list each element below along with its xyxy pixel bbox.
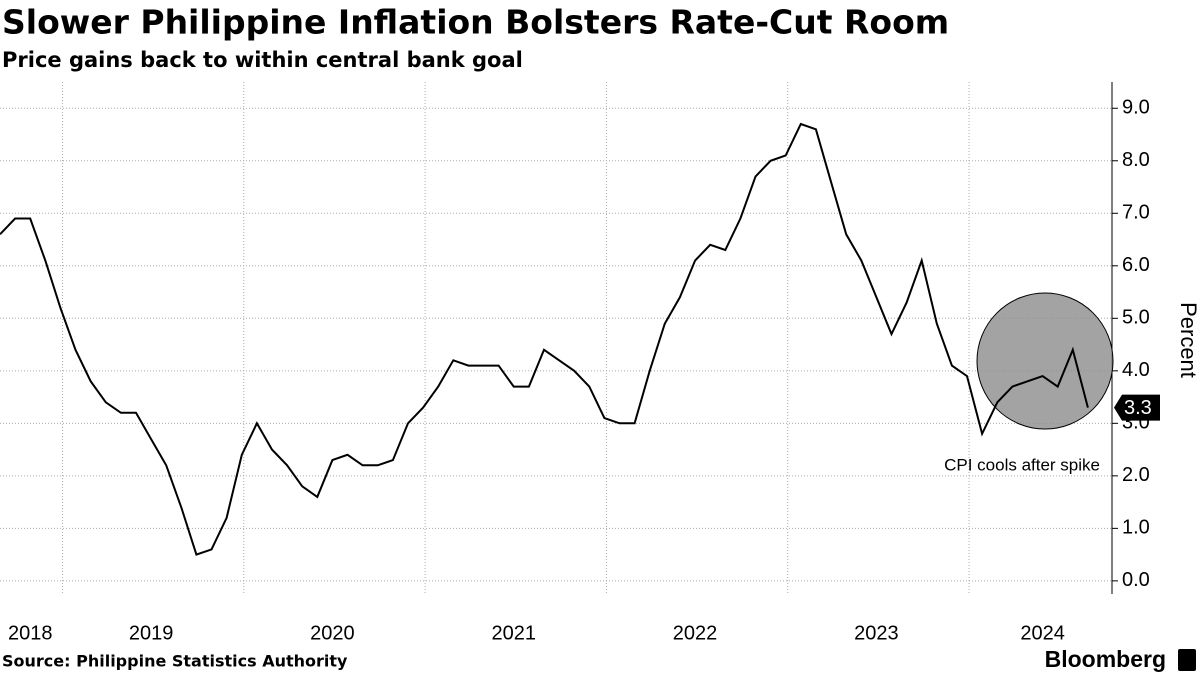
logo-icon: [1178, 649, 1196, 671]
plot: 3.3: [0, 122, 1160, 556]
data-line: [0, 122, 1089, 556]
x-tick-label: 2020: [310, 622, 355, 644]
source: Source: Philippine Statistics Authority: [2, 652, 348, 671]
x-tick-label: 2024: [1020, 622, 1065, 644]
y-tick-label: 0.0: [1122, 569, 1150, 591]
highlight-circle: [976, 292, 1114, 430]
annotation: CPI cools after spike: [944, 455, 1100, 474]
y-tick-label: 9.0: [1122, 97, 1150, 119]
y-tick-label: 8.0: [1122, 149, 1150, 171]
x-tick-label: 2019: [129, 622, 174, 644]
y-tick-label: 7.0: [1122, 202, 1150, 224]
chart-subtitle: Price gains back to within central bank …: [2, 48, 523, 72]
x-tick-label: 2018: [8, 622, 53, 644]
y-tick-label: 2.0: [1122, 464, 1150, 486]
last-value-label: 3.3: [1124, 397, 1152, 419]
y-tick-label: 5.0: [1122, 307, 1150, 329]
y-tick-label: 6.0: [1122, 254, 1150, 276]
logo: Bloomberg: [1045, 646, 1166, 672]
x-tick-label: 2021: [491, 622, 536, 644]
y-tick-label: 1.0: [1122, 517, 1150, 539]
x-tick-label: 2022: [673, 622, 718, 644]
y-axis-label: Percent: [1176, 302, 1200, 378]
y-tick-label: 4.0: [1122, 359, 1150, 381]
last-value-box: [1114, 394, 1160, 421]
chart-title: Slower Philippine Inflation Bolsters Rat…: [2, 3, 949, 42]
x-tick-label: 2023: [854, 622, 899, 644]
